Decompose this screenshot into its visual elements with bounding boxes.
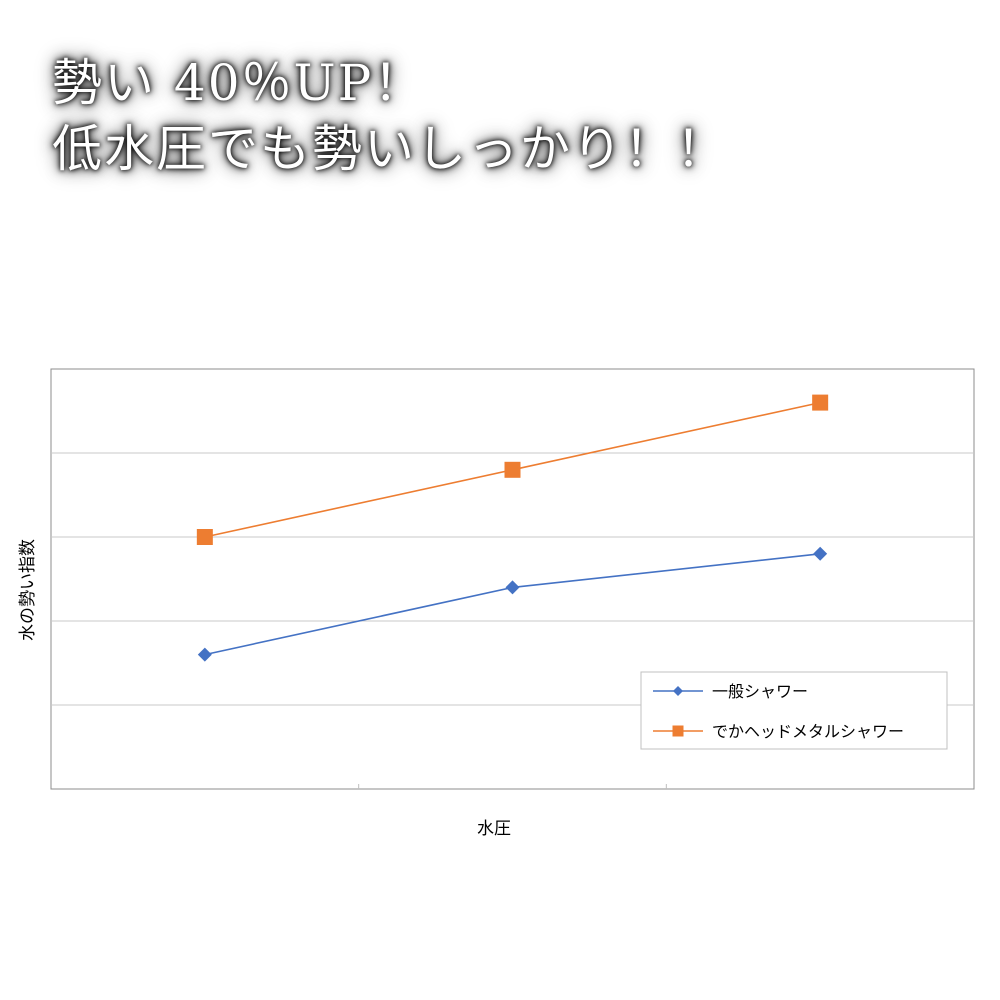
series-layer bbox=[196, 394, 829, 662]
data-point bbox=[504, 461, 521, 478]
data-point bbox=[812, 394, 829, 411]
legend-box bbox=[640, 671, 948, 750]
data-point bbox=[196, 529, 213, 545]
x-axis-ticks bbox=[358, 784, 667, 789]
headline-line-2: 低水圧でも勢いしっかり！！ bbox=[52, 120, 728, 178]
y-axis-label: 水の勢い指数 bbox=[18, 539, 38, 641]
series-1 bbox=[197, 546, 828, 662]
legend-item: 一般シャワー bbox=[653, 682, 808, 701]
legend-item: でかヘッドメタルシャワー bbox=[653, 722, 904, 741]
series-2 bbox=[196, 394, 829, 545]
data-point bbox=[197, 647, 212, 662]
legend-label: 一般シャワー bbox=[712, 682, 808, 701]
data-point bbox=[813, 546, 828, 561]
data-point bbox=[505, 580, 520, 595]
headline: 勢い 40％UP！ 低水圧でも勢いしっかり！！ bbox=[52, 50, 728, 182]
x-axis-label: 水圧 bbox=[477, 819, 511, 839]
legend-marker bbox=[672, 725, 684, 737]
headline-line-1: 勢い 40％UP！ bbox=[52, 54, 426, 112]
legend-marker bbox=[673, 686, 683, 696]
legend-label: でかヘッドメタルシャワー bbox=[712, 722, 904, 741]
